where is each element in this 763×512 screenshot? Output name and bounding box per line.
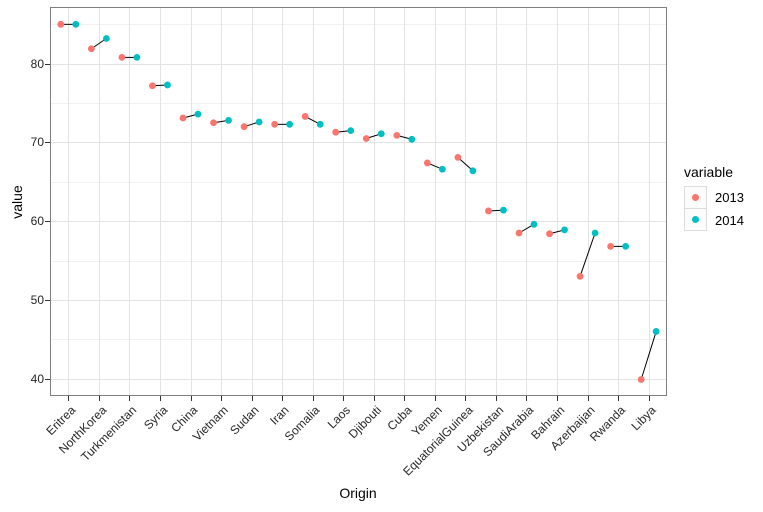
legend-item-2013: 2013 <box>679 186 744 209</box>
data-point-2014 <box>133 53 141 61</box>
legend-item-label: 2013 <box>715 190 744 205</box>
legend-key-box <box>684 208 707 231</box>
data-point-2013 <box>485 207 492 215</box>
legend: variable 2013 2014 <box>679 164 744 231</box>
data-point-2013 <box>210 119 217 127</box>
data-point-2014 <box>530 220 538 228</box>
data-point-2013 <box>515 229 523 237</box>
data-point-2014 <box>72 20 80 28</box>
data-point-2014 <box>377 130 385 138</box>
data-point-2014 <box>469 167 477 175</box>
legend-item-label: 2014 <box>715 212 744 228</box>
data-point-2013 <box>179 114 187 122</box>
data-point-2014 <box>164 81 171 89</box>
data-point-2013 <box>423 159 431 167</box>
data-point-2013 <box>87 45 95 53</box>
data-point-2014 <box>102 35 110 42</box>
y-tick-label: 80 <box>30 56 44 71</box>
data-point-2014 <box>347 127 355 135</box>
data-point-2014 <box>225 116 232 124</box>
data-point-2014 <box>316 120 324 128</box>
data-point-2014 <box>194 110 202 118</box>
data-point-2013 <box>240 123 248 131</box>
data-point-2013 <box>57 20 65 28</box>
data-point-2013 <box>576 272 584 280</box>
panel-border <box>50 7 667 396</box>
data-point-2013 <box>393 131 401 139</box>
y-tick-label: 70 <box>30 135 44 150</box>
y-tick-label: 60 <box>30 214 44 229</box>
data-point-2013 <box>149 82 156 90</box>
data-point-2014 <box>561 226 568 234</box>
data-point-2014 <box>622 242 630 250</box>
pair-connector <box>640 331 657 380</box>
legend-item-2014: 2014 <box>679 208 744 231</box>
y-tick-label: 40 <box>30 371 44 386</box>
data-point-2014 <box>652 328 660 335</box>
data-point-2014 <box>286 120 294 128</box>
data-point-2013 <box>607 242 615 250</box>
legend-dot-2014-icon <box>692 216 699 223</box>
data-point-2014 <box>438 165 446 173</box>
data-point-2013 <box>362 135 370 142</box>
data-point-2014 <box>591 229 599 237</box>
data-point-2013 <box>271 120 279 128</box>
legend-key-box <box>684 186 707 209</box>
data-point-2014 <box>408 135 416 143</box>
data-point-2014 <box>255 118 263 126</box>
data-point-2014 <box>500 206 507 214</box>
data-point-2013 <box>637 376 645 383</box>
data-point-2013 <box>454 154 462 161</box>
data-point-2013 <box>301 113 309 120</box>
data-point-2013 <box>118 53 126 61</box>
y-tick-label: 50 <box>30 292 44 307</box>
pair-connector <box>579 232 596 277</box>
data-point-2013 <box>546 230 553 238</box>
legend-dot-2013-icon <box>692 194 699 201</box>
legend-title: variable <box>684 164 734 180</box>
x-axis-title: Origin <box>339 485 377 501</box>
data-point-2013 <box>332 128 340 136</box>
